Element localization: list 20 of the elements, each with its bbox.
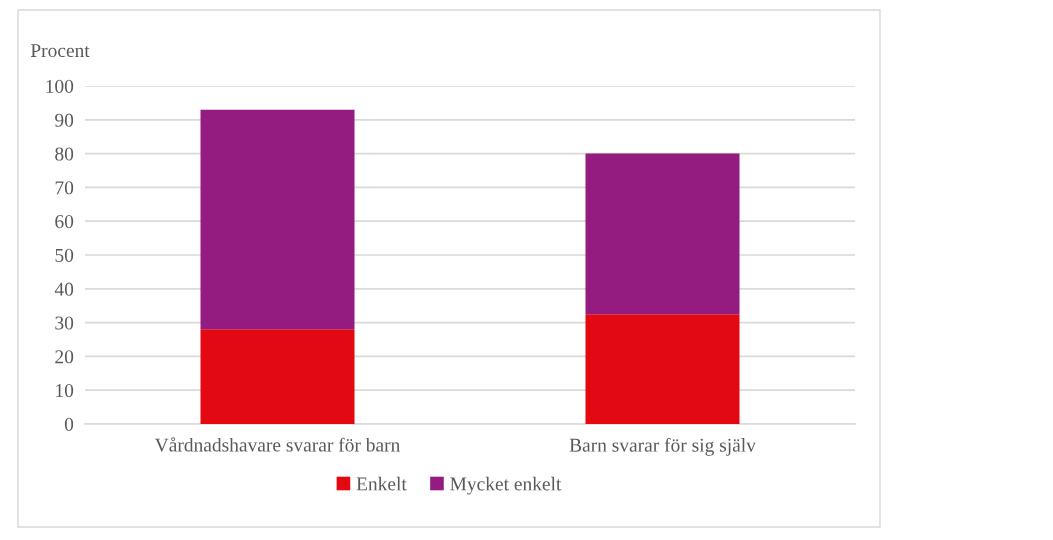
- y-tick-label: 0: [64, 417, 74, 431]
- bar: [200, 109, 355, 330]
- legend-label: Mycket enkelt: [450, 476, 562, 495]
- bar: [585, 153, 740, 315]
- bar: [200, 329, 355, 424]
- y-tick-label: 40: [54, 282, 74, 296]
- x-tick-label: Vårdnadshavare svarar för barn: [154, 437, 401, 452]
- y-tick-label: 30: [55, 316, 74, 330]
- y-tick-label: 60: [55, 215, 74, 229]
- legend-label: Enkelt: [356, 476, 407, 491]
- y-tick-label: 10: [56, 384, 74, 398]
- y-tick-label: 80: [55, 147, 74, 161]
- y-tick-label: 70: [55, 181, 74, 195]
- bar: [585, 314, 740, 424]
- x-tick-label: Barn svarar för sig själv: [569, 437, 756, 456]
- y-tick-label: 50: [55, 248, 74, 262]
- y-axis-title: Procent: [30, 44, 90, 58]
- y-tick-label: 90: [55, 113, 74, 127]
- y-tick-label: 100: [46, 79, 74, 93]
- y-tick-label: 20: [55, 350, 74, 364]
